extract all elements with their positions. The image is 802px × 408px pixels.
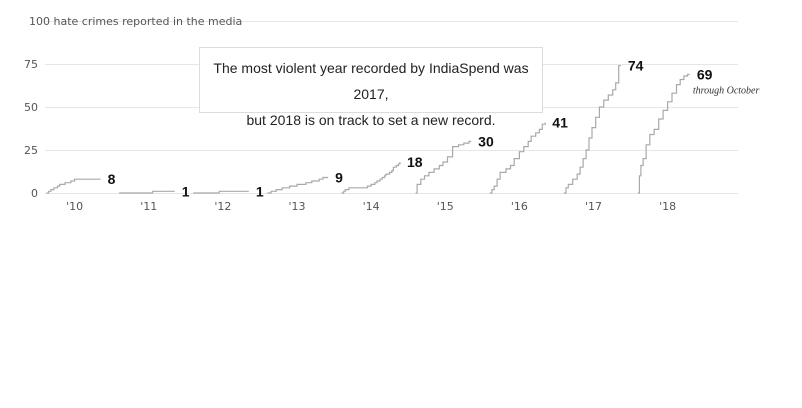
total-label-2012: 1	[256, 183, 264, 199]
total-label-2010: 8	[108, 171, 116, 187]
series-2010	[46, 178, 101, 194]
x-tick-2014: '14	[363, 200, 380, 213]
series-2014	[341, 162, 401, 194]
year-total-labels: 8 1 1 9 18 30 41 74 69	[108, 58, 713, 200]
total-label-2013: 9	[335, 170, 343, 186]
total-label-2016: 41	[552, 114, 568, 130]
series-2018	[637, 73, 690, 194]
total-label-2015: 30	[478, 133, 494, 149]
series-2012	[193, 190, 249, 194]
x-tick-labels: '10 '11 '12 '13 '14 '15 '16 '17 '18	[66, 200, 676, 213]
y-tick-25: 25	[24, 144, 38, 157]
year-series	[46, 65, 690, 194]
series-2011	[119, 190, 175, 194]
total-label-2011: 1	[182, 183, 190, 199]
series-2017	[563, 65, 621, 194]
y-tick-75: 75	[24, 58, 38, 71]
x-tick-2015: '15	[437, 200, 454, 213]
series-2016	[489, 122, 546, 194]
x-tick-2010: '10	[66, 200, 83, 213]
y-tick-50: 50	[24, 101, 38, 114]
x-tick-2013: '13	[288, 200, 305, 213]
x-tick-2011: '11	[140, 200, 157, 213]
x-tick-2017: '17	[585, 200, 602, 213]
total-label-2018: 69	[697, 66, 713, 82]
callout-line-2: but 2018 is on track to set a new record…	[246, 112, 496, 128]
y-tick-0: 0	[31, 187, 38, 200]
y-tick-labels: 0 25 50 75	[24, 58, 38, 200]
total-label-2014: 18	[407, 154, 423, 170]
x-tick-2012: '12	[214, 200, 231, 213]
series-2015	[415, 140, 472, 194]
note-2018-through-october: through October	[693, 85, 760, 96]
x-tick-2016: '16	[511, 200, 528, 213]
annotation-callout: The most violent year recorded by IndiaS…	[199, 47, 543, 128]
total-label-2017: 74	[628, 58, 644, 74]
y-axis-title: 100 hate crimes reported in the media	[29, 15, 242, 28]
x-tick-2018: '18	[659, 200, 676, 213]
callout-line-1: The most violent year recorded by IndiaS…	[213, 60, 529, 102]
series-2013	[267, 176, 329, 194]
